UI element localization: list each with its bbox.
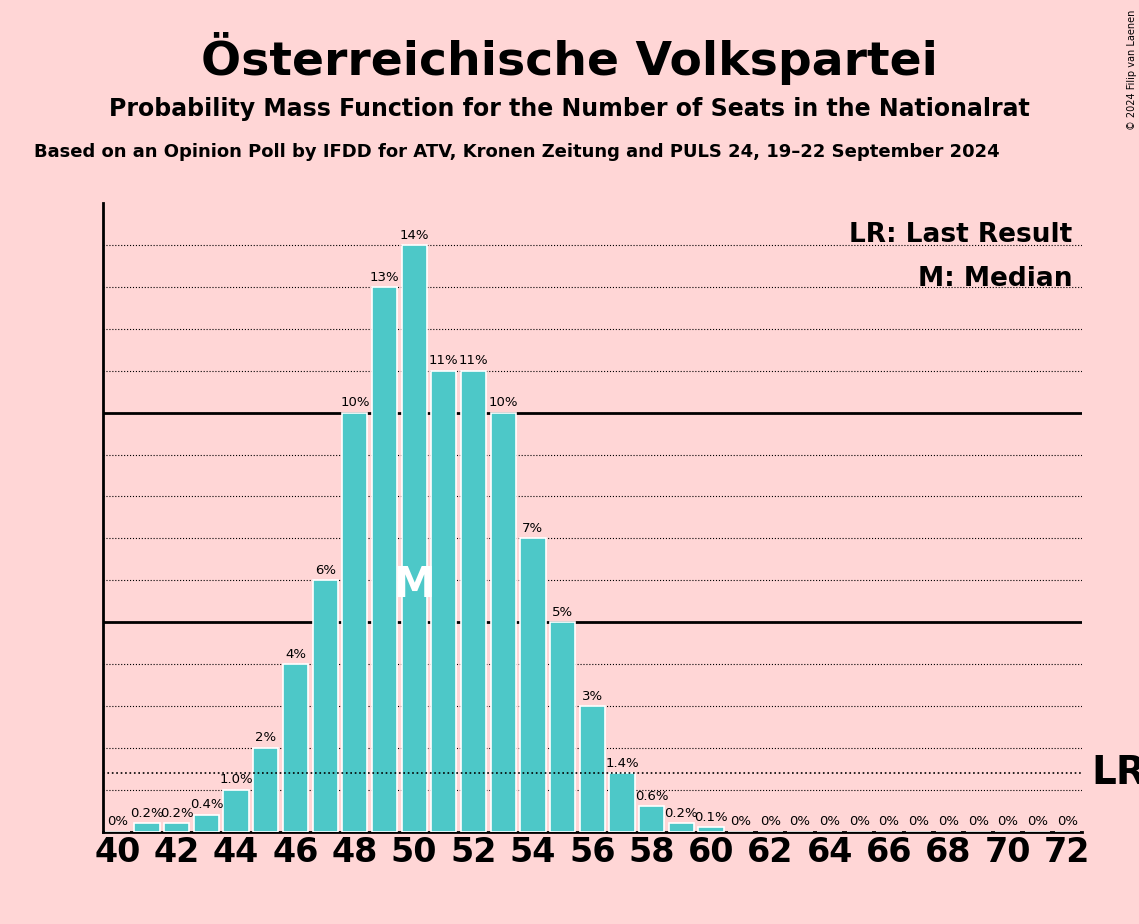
Text: 0.6%: 0.6% [634,790,669,803]
Text: 0%: 0% [730,815,752,828]
Bar [194,815,219,832]
Text: 6%: 6% [314,564,336,577]
Text: 1.4%: 1.4% [605,757,639,770]
Bar [134,823,159,832]
Bar [432,371,457,832]
Text: 0%: 0% [998,815,1018,828]
Text: © 2024 Filip van Laenen: © 2024 Filip van Laenen [1126,9,1137,129]
Bar [639,807,664,832]
Text: 10%: 10% [341,396,369,409]
Bar [164,823,189,832]
Text: 0.2%: 0.2% [130,807,164,820]
Bar [223,790,248,832]
Bar [461,371,486,832]
Text: 1.0%: 1.0% [220,773,253,786]
Bar [669,823,694,832]
Text: LR: Last Result: LR: Last Result [849,222,1072,249]
Text: 0%: 0% [878,815,900,828]
Text: 7%: 7% [523,522,543,535]
Text: Based on an Opinion Poll by IFDD for ATV, Kronen Zeitung and PULS 24, 19–22 Sept: Based on an Opinion Poll by IFDD for ATV… [34,143,1000,161]
Text: 2%: 2% [255,732,277,745]
Text: 14%: 14% [400,229,429,242]
Bar [342,413,368,832]
Text: 0%: 0% [908,815,929,828]
Text: M: Median: M: Median [918,266,1072,292]
Bar [550,622,575,832]
Text: 11%: 11% [459,355,489,368]
Bar [282,664,308,832]
Text: 0.2%: 0.2% [159,807,194,820]
Bar [253,748,278,832]
Text: 0.2%: 0.2% [664,807,698,820]
Text: 0%: 0% [939,815,959,828]
Text: 5%: 5% [552,606,573,619]
Text: M: M [393,565,435,606]
Text: 0%: 0% [789,815,811,828]
Text: 4%: 4% [285,648,306,661]
Text: 13%: 13% [370,271,400,284]
Bar [402,245,427,832]
Bar [521,539,546,832]
Text: 0%: 0% [760,815,781,828]
Text: 0%: 0% [819,815,841,828]
Text: 0.1%: 0.1% [694,811,728,824]
Bar [312,580,338,832]
Text: Österreichische Volkspartei: Österreichische Volkspartei [202,32,937,85]
Text: 0%: 0% [968,815,989,828]
Bar [491,413,516,832]
Bar [580,706,605,832]
Text: LR: LR [1092,754,1139,792]
Text: 0%: 0% [1057,815,1077,828]
Bar [609,773,634,832]
Text: 11%: 11% [429,355,459,368]
Bar [698,827,723,832]
Text: 0.4%: 0.4% [190,798,223,811]
Bar [372,287,398,832]
Text: 0%: 0% [107,815,128,828]
Text: 0%: 0% [849,815,870,828]
Text: 3%: 3% [582,689,603,702]
Text: 10%: 10% [489,396,518,409]
Text: 0%: 0% [1027,815,1048,828]
Text: Probability Mass Function for the Number of Seats in the Nationalrat: Probability Mass Function for the Number… [109,97,1030,121]
